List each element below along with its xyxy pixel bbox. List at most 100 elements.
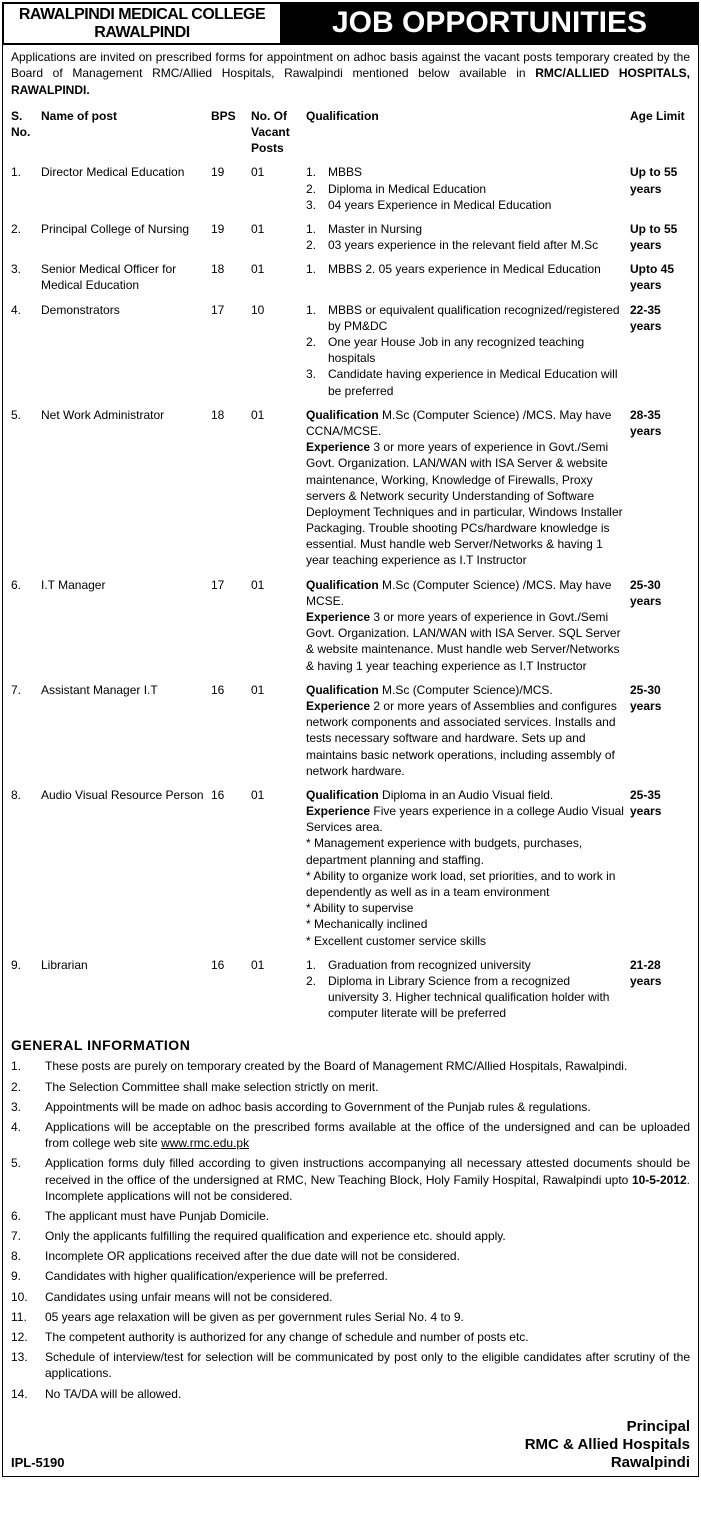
general-item-num: 6. bbox=[11, 1208, 45, 1224]
general-item-num: 2. bbox=[11, 1079, 45, 1095]
general-item-text: Schedule of interview/test for selection… bbox=[45, 1349, 690, 1381]
cell-sno: 7. bbox=[11, 682, 41, 698]
general-item-text: No TA/DA will be allowed. bbox=[45, 1386, 690, 1402]
general-item-num: 3. bbox=[11, 1099, 45, 1115]
general-item-text: The applicant must have Punjab Domicile. bbox=[45, 1208, 690, 1224]
signoff-line3: Rawalpindi bbox=[525, 1454, 690, 1472]
cell-age: 22-35 years bbox=[630, 302, 690, 334]
cell-vacant: 01 bbox=[251, 407, 306, 423]
general-info-list: 1.These posts are purely on temporary cr… bbox=[11, 1056, 690, 1403]
table-row: 9.Librarian16011.Graduation from recogni… bbox=[11, 953, 690, 1026]
table-row: 7.Assistant Manager I.T1601Qualification… bbox=[11, 678, 690, 783]
cell-qualification: 1.MBBS or equivalent qualification recog… bbox=[306, 302, 630, 399]
cell-age: 28-35 years bbox=[630, 407, 690, 439]
general-item-text: Application forms duly filled according … bbox=[45, 1155, 690, 1204]
cell-qualification: Qualification M.Sc (Computer Science) /M… bbox=[306, 407, 630, 569]
cell-name: Senior Medical Officer for Medical Educa… bbox=[41, 261, 211, 293]
table-row: 1.Director Medical Education19011.MBBS2.… bbox=[11, 160, 690, 217]
col-sno: S. No. bbox=[11, 108, 41, 140]
cell-age: Up to 55 years bbox=[630, 221, 690, 253]
cell-name: Principal College of Nursing bbox=[41, 221, 211, 237]
banner-title: JOB OPPORTUNITIES bbox=[281, 3, 698, 44]
general-item: 10.Candidates using unfair means will no… bbox=[11, 1287, 690, 1307]
col-name: Name of post bbox=[41, 108, 211, 124]
signoff-line2: RMC & Allied Hospitals bbox=[525, 1436, 690, 1454]
cell-age: Upto 45 years bbox=[630, 261, 690, 293]
col-qual: Qualification bbox=[306, 108, 630, 124]
cell-bps: 19 bbox=[211, 164, 251, 180]
content: S. No. Name of post BPS No. Of Vacant Po… bbox=[3, 100, 698, 1410]
cell-age: 21-28 years bbox=[630, 957, 690, 989]
cell-vacant: 01 bbox=[251, 221, 306, 237]
general-item-num: 11. bbox=[11, 1309, 45, 1325]
cell-qualification: 1.Graduation from recognized university2… bbox=[306, 957, 630, 1022]
table-row: 4.Demonstrators17101.MBBS or equivalent … bbox=[11, 298, 690, 403]
intro-paragraph: Applications are invited on prescribed f… bbox=[3, 45, 698, 100]
general-item-text: These posts are purely on temporary crea… bbox=[45, 1058, 690, 1074]
footer: IPL-5190 Principal RMC & Allied Hospital… bbox=[3, 1410, 698, 1476]
cell-name: Librarian bbox=[41, 957, 211, 973]
cell-name: Net Work Administrator bbox=[41, 407, 211, 423]
cell-name: Audio Visual Resource Person bbox=[41, 787, 211, 803]
cell-qualification: 1.MBBS 2. 05 years experience in Medical… bbox=[306, 261, 630, 277]
header: RAWALPINDI MEDICAL COLLEGE RAWALPINDI JO… bbox=[3, 3, 698, 45]
general-item-text: Incomplete OR applications received afte… bbox=[45, 1248, 690, 1264]
cell-bps: 18 bbox=[211, 407, 251, 423]
cell-name: Assistant Manager I.T bbox=[41, 682, 211, 698]
cell-vacant: 01 bbox=[251, 957, 306, 973]
table-row: 3.Senior Medical Officer for Medical Edu… bbox=[11, 257, 690, 297]
general-item-num: 10. bbox=[11, 1289, 45, 1305]
cell-name: Director Medical Education bbox=[41, 164, 211, 180]
general-item: 2.The Selection Committee shall make sel… bbox=[11, 1077, 690, 1097]
general-item-num: 5. bbox=[11, 1155, 45, 1204]
signoff: Principal RMC & Allied Hospitals Rawalpi… bbox=[525, 1418, 690, 1472]
cell-bps: 16 bbox=[211, 682, 251, 698]
general-item: 12.The competent authority is authorized… bbox=[11, 1327, 690, 1347]
cell-bps: 18 bbox=[211, 261, 251, 277]
general-item: 11.05 years age relaxation will be given… bbox=[11, 1307, 690, 1327]
general-item-text: Appointments will be made on adhoc basis… bbox=[45, 1099, 690, 1115]
general-item: 1.These posts are purely on temporary cr… bbox=[11, 1056, 690, 1076]
cell-qualification: 1.Master in Nursing2.03 years experience… bbox=[306, 221, 630, 253]
cell-vacant: 01 bbox=[251, 261, 306, 277]
general-item-text: Only the applicants fulfilling the requi… bbox=[45, 1228, 690, 1244]
cell-age: Up to 55 years bbox=[630, 164, 690, 196]
general-item-text: 05 years age relaxation will be given as… bbox=[45, 1309, 690, 1325]
cell-qualification: Qualification Diploma in an Audio Visual… bbox=[306, 787, 630, 949]
general-item-num: 14. bbox=[11, 1386, 45, 1402]
cell-qualification: 1.MBBS2.Diploma in Medical Education3.04… bbox=[306, 164, 630, 213]
general-item: 5.Application forms duly filled accordin… bbox=[11, 1153, 690, 1206]
general-item: 8.Incomplete OR applications received af… bbox=[11, 1246, 690, 1266]
cell-sno: 6. bbox=[11, 577, 41, 593]
table-row: 5.Net Work Administrator1801Qualificatio… bbox=[11, 403, 690, 573]
signoff-line1: Principal bbox=[525, 1418, 690, 1436]
table-row: 8.Audio Visual Resource Person1601Qualif… bbox=[11, 783, 690, 953]
general-info-title: GENERAL INFORMATION bbox=[11, 1036, 690, 1055]
general-item: 7.Only the applicants fulfilling the req… bbox=[11, 1226, 690, 1246]
document-frame: RAWALPINDI MEDICAL COLLEGE RAWALPINDI JO… bbox=[2, 2, 699, 1477]
cell-vacant: 01 bbox=[251, 577, 306, 593]
cell-bps: 16 bbox=[211, 957, 251, 973]
cell-sno: 5. bbox=[11, 407, 41, 423]
cell-qualification: Qualification M.Sc (Computer Science) /M… bbox=[306, 577, 630, 674]
general-item: 4.Applications will be acceptable on the… bbox=[11, 1117, 690, 1153]
general-item-text: The Selection Committee shall make selec… bbox=[45, 1079, 690, 1095]
cell-vacant: 01 bbox=[251, 787, 306, 803]
org-title-line2: RAWALPINDI bbox=[8, 24, 276, 42]
cell-vacant: 01 bbox=[251, 164, 306, 180]
general-item: 3.Appointments will be made on adhoc bas… bbox=[11, 1097, 690, 1117]
ipl-code: IPL-5190 bbox=[11, 1454, 64, 1472]
general-item: 9.Candidates with higher qualification/e… bbox=[11, 1266, 690, 1286]
org-title-line1: RAWALPINDI MEDICAL COLLEGE bbox=[8, 6, 276, 24]
cell-vacant: 01 bbox=[251, 682, 306, 698]
cell-sno: 2. bbox=[11, 221, 41, 237]
cell-vacant: 10 bbox=[251, 302, 306, 318]
cell-sno: 3. bbox=[11, 261, 41, 277]
general-item-num: 9. bbox=[11, 1268, 45, 1284]
general-item: 6.The applicant must have Punjab Domicil… bbox=[11, 1206, 690, 1226]
cell-bps: 19 bbox=[211, 221, 251, 237]
cell-age: 25-30 years bbox=[630, 682, 690, 714]
general-item-text: The competent authority is authorized fo… bbox=[45, 1329, 690, 1345]
cell-qualification: Qualification M.Sc (Computer Science)/MC… bbox=[306, 682, 630, 779]
general-item-num: 8. bbox=[11, 1248, 45, 1264]
